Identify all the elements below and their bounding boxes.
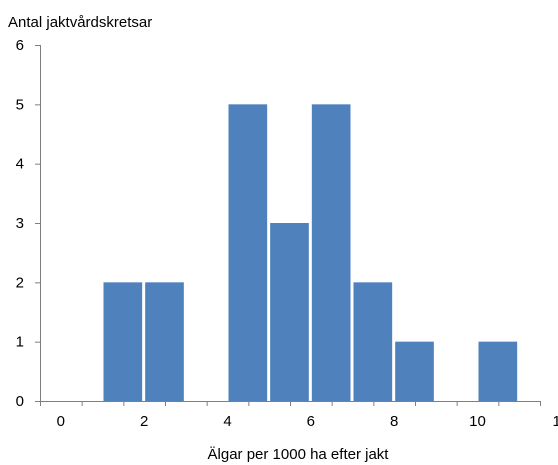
x-axis: 0 2 4 6 8 10 12	[40, 401, 558, 430]
x-tick-label: 2	[140, 413, 148, 430]
y-axis-title: Antal jaktvårdskretsar	[8, 14, 152, 31]
x-tick-label: 6	[307, 413, 315, 430]
x-tick-label: 10	[469, 413, 486, 430]
y-tick-label: 1	[16, 334, 24, 351]
bars	[103, 104, 518, 401]
x-tick-label: 0	[57, 413, 65, 430]
bar-5-6	[270, 223, 309, 401]
y-tick-label: 5	[16, 96, 24, 113]
bar-8-9	[395, 341, 434, 401]
bar-6-7	[311, 104, 351, 401]
y-tick-label: 6	[16, 37, 24, 54]
bar-7-8	[353, 282, 393, 401]
y-tick-label: 0	[16, 393, 24, 410]
bar-10-11	[478, 341, 518, 401]
y-tick-label: 2	[16, 274, 24, 291]
y-tick-label: 3	[16, 215, 24, 232]
y-axis: 0 1 2 3 4 5 6	[16, 37, 40, 410]
x-tick-label: 12	[552, 413, 558, 430]
x-tick-label: 8	[390, 413, 398, 430]
bar-2-3	[145, 282, 184, 401]
bar-4-5	[228, 104, 268, 401]
x-tick-label: 4	[223, 413, 231, 430]
y-tick-label: 4	[16, 156, 24, 173]
x-axis-title: Älgar per 1000 ha efter jakt	[208, 446, 390, 463]
bar-1-2	[103, 282, 143, 401]
